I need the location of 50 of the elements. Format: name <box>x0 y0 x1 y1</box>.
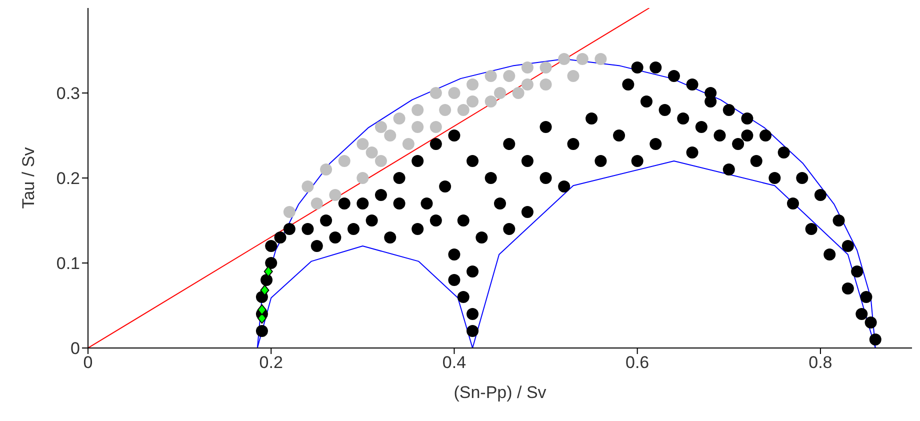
point <box>384 130 396 142</box>
point <box>540 78 552 90</box>
point <box>466 78 479 90</box>
point <box>466 96 479 108</box>
point <box>484 70 497 82</box>
y-axis-title: Tau / Sv <box>19 146 38 209</box>
x-axis-title: (Sn-Pp) / Sv <box>454 383 547 402</box>
x-tick-label: 0.6 <box>626 353 650 372</box>
y-tick-label: 0.2 <box>56 169 80 188</box>
x-tick-label: 0.2 <box>259 353 283 372</box>
point <box>366 146 378 158</box>
point <box>521 62 534 74</box>
x-tick-label: 0.8 <box>808 353 832 372</box>
x-tick-label: 0 <box>83 353 93 372</box>
point <box>503 70 516 82</box>
y-tick-label: 0 <box>70 339 80 358</box>
point <box>260 284 270 296</box>
point <box>430 121 442 133</box>
point <box>457 104 470 116</box>
point <box>484 96 497 108</box>
point <box>448 87 460 99</box>
point <box>302 180 314 192</box>
point <box>320 164 332 176</box>
point <box>257 304 266 316</box>
point <box>430 87 442 99</box>
point <box>512 87 524 99</box>
point <box>329 189 342 201</box>
point <box>540 62 552 74</box>
point <box>412 104 424 116</box>
y-tick-label: 0.3 <box>56 84 80 104</box>
point <box>576 53 588 65</box>
point <box>393 112 406 124</box>
point <box>412 121 424 133</box>
point <box>558 53 570 65</box>
point <box>402 138 414 150</box>
y-tick-label: 0.1 <box>56 254 80 274</box>
point <box>310 198 323 210</box>
point <box>374 155 387 167</box>
point <box>567 70 580 82</box>
point <box>439 104 452 116</box>
point <box>283 206 296 218</box>
point <box>494 87 506 99</box>
point <box>356 138 369 150</box>
x-tick-label: 0.4 <box>442 353 466 372</box>
point <box>264 266 273 277</box>
point <box>374 121 387 133</box>
point <box>356 172 369 184</box>
point <box>521 78 534 90</box>
point <box>594 53 607 65</box>
point <box>338 155 350 167</box>
